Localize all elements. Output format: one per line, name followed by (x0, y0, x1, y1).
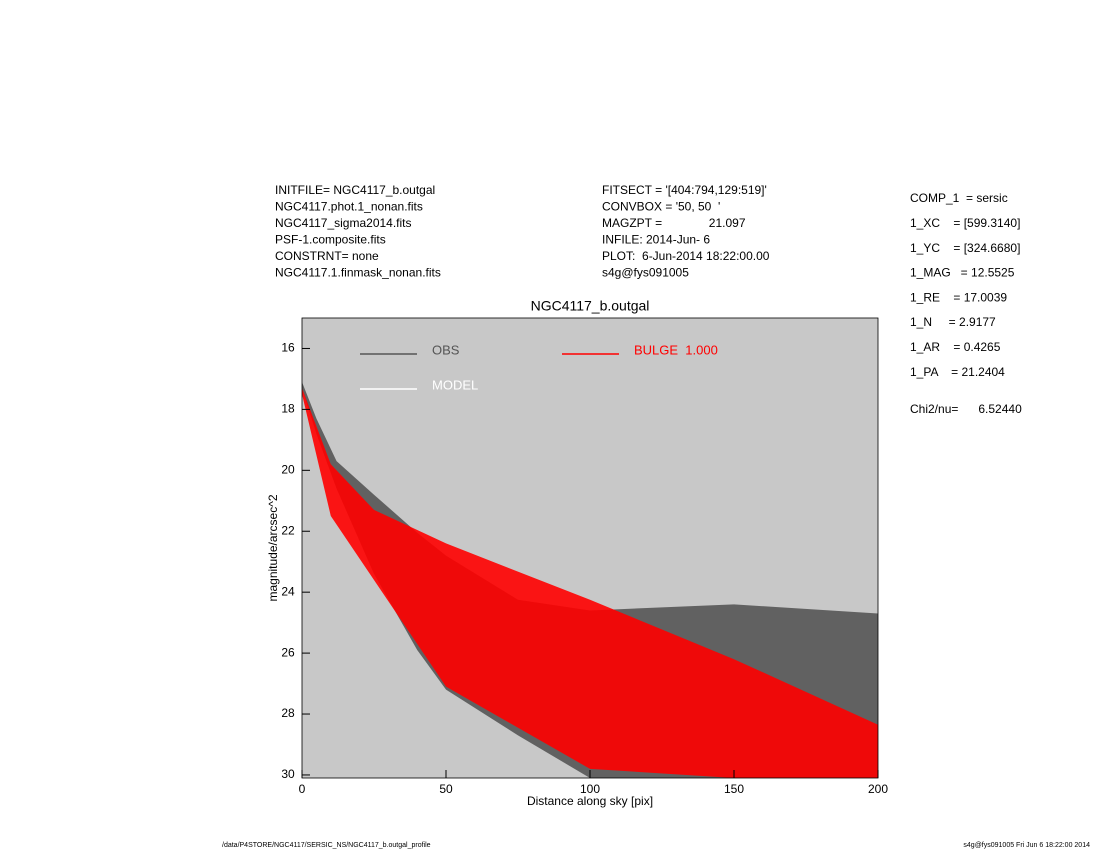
legend-label: MODEL (432, 377, 478, 392)
y-tick-label: 18 (281, 402, 295, 416)
y-tick-label: 20 (281, 462, 295, 476)
chi-square: Chi2/nu= 6.52440 (910, 402, 1022, 416)
y-tick-label: 30 (281, 767, 295, 781)
y-tick-label: 26 (281, 645, 295, 659)
header-left-line: NGC4117.phot.1_nonan.fits (275, 200, 423, 214)
header-middle-line: PLOT: 6-Jun-2014 18:22:00.00 (602, 249, 770, 263)
header-left-line: NGC4117_sigma2014.fits (275, 216, 412, 230)
y-axis-label: magnitude/arcsec^2 (266, 494, 280, 601)
footer-stamp: s4g@fys091005 Fri Jun 6 18:22:00 2014 (963, 842, 1090, 849)
legend-label: OBS (432, 342, 460, 357)
y-tick-label: 28 (281, 706, 295, 720)
component-line: 1_MAG = 12.5525 (910, 266, 1015, 280)
header-middle-line: CONVBOX = '50, 50 ' (602, 200, 720, 214)
component-line: 1_PA = 21.2404 (910, 365, 1005, 379)
header-middle-line: INFILE: 2014-Jun- 6 (602, 233, 710, 247)
x-tick-label: 50 (439, 782, 453, 796)
legend-label: BULGE 1.000 (634, 342, 718, 357)
x-axis-label: Distance along sky [pix] (527, 794, 653, 808)
x-tick-label: 150 (724, 782, 744, 796)
y-tick-label: 22 (281, 523, 295, 537)
x-tick-label: 100 (580, 782, 600, 796)
header-left-line: PSF-1.composite.fits (275, 233, 386, 247)
component-line: 1_N = 2.9177 (910, 315, 996, 329)
x-tick-label: 200 (868, 782, 888, 796)
component-line: COMP_1 = sersic (910, 191, 1008, 205)
header-left-line: NGC4117.1.finmask_nonan.fits (275, 266, 441, 280)
x-tick-label: 0 (299, 782, 306, 796)
header-middle-line: MAGZPT = 21.097 (602, 216, 746, 230)
component-line: 1_AR = 0.4265 (910, 340, 1001, 354)
header-middle-line: s4g@fys091005 (602, 266, 689, 280)
y-tick-label: 16 (281, 341, 295, 355)
header-left-line: CONSTRNT= none (275, 249, 379, 263)
data-band (302, 388, 878, 778)
footer-path: /data/P4STORE/NGC4117/SERSIC_NS/NGC4117_… (222, 842, 431, 849)
component-line: 1_XC = [599.3140] (910, 216, 1020, 230)
y-tick-label: 24 (281, 584, 295, 598)
chart-title: NGC4117_b.outgal (531, 298, 650, 314)
header-middle-line: FITSECT = '[404:794,129:519]' (602, 183, 767, 197)
component-line: 1_YC = [324.6680] (910, 241, 1020, 255)
component-line: 1_RE = 17.0039 (910, 290, 1007, 304)
header-left-line: INITFILE= NGC4117_b.outgal (275, 183, 435, 197)
